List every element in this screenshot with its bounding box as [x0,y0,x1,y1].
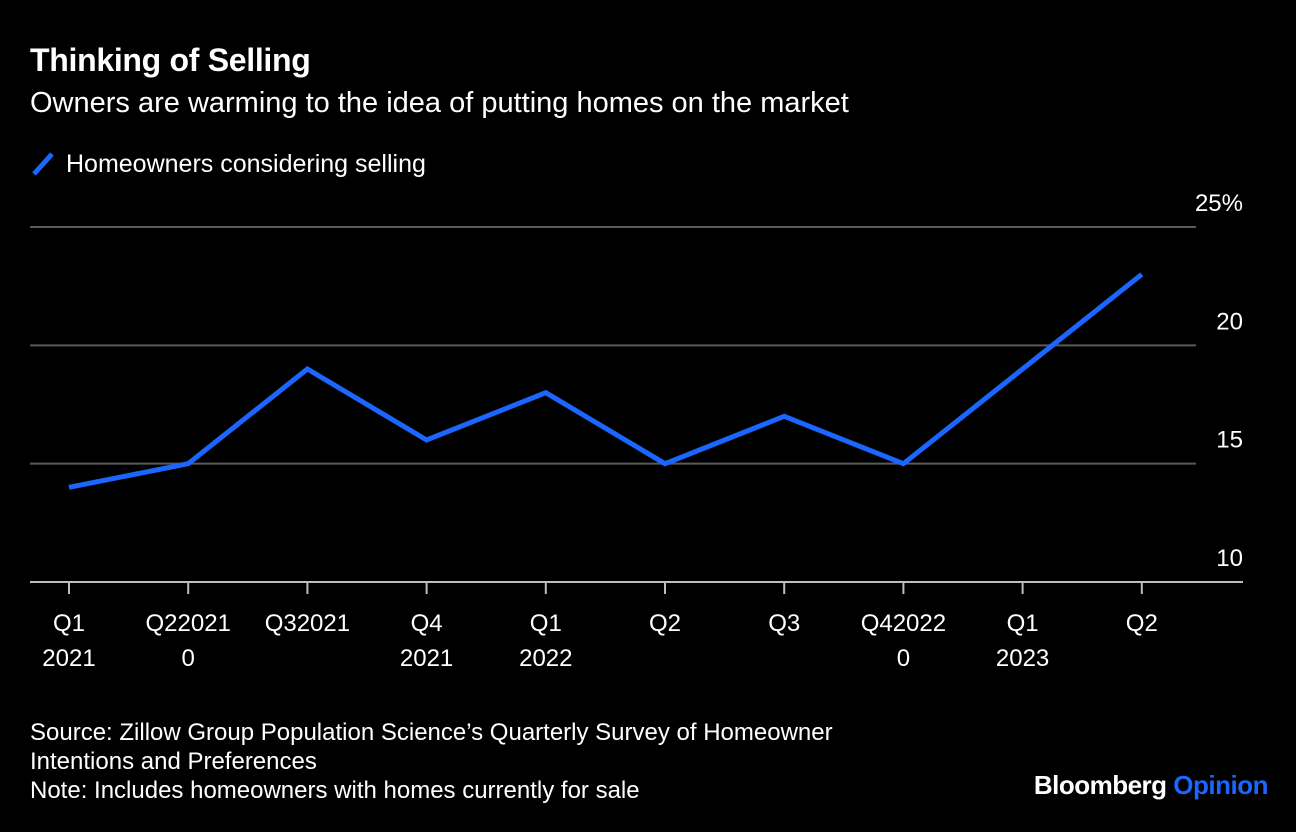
x-tick-label-9-line-0: Q2 [1126,610,1158,637]
x-tick-label-5-line-0: Q2 [649,610,681,637]
x-tick-label-2-line-0: Q32021 [265,610,350,637]
y-tick-label-20: 20 [1216,308,1243,335]
brand-bloomberg: Bloomberg [1033,770,1167,800]
y-tick-label-15: 15 [1216,427,1243,454]
x-tick-label-4-line-0: Q1 [530,610,562,637]
line-chart: 10 15 20 25% Q1 2021 Q22021 0 Q32021 Q4 2021 Q1 202… [30,190,1243,672]
legend-swatch [32,152,54,176]
brand-logo: Bloomberg Opinion [1033,770,1269,801]
legend: Homeowners considering selling [30,148,426,180]
y-tick-label-10: 10 [1216,545,1243,572]
x-tick-label-3-line-1: 2021 [400,645,453,672]
legend-swatch-line [32,152,54,176]
series-layer [68,272,1144,490]
x-tick-label-8-line-0: Q1 [1007,610,1039,637]
x-tick-label-1-line-1: 0 [182,645,195,672]
brand-opinion: Opinion [1173,770,1268,800]
x-axis: Q1 2021 Q22021 0 Q32021 Q4 2021 Q1 2022 Q2 Q3 Q4202… [30,581,1243,672]
legend-label: Homeowners considering selling [66,149,426,178]
x-tick-label-6-line-0: Q3 [768,610,800,637]
x-tick-label-7-line-0: Q42022 [861,610,946,637]
x-tick-label-7-line-1: 0 [897,645,910,672]
series-line-0 [68,272,1144,490]
x-tick-label-8-line-1: 2023 [996,645,1049,672]
x-tick-label-1-line-0: Q22021 [145,610,230,637]
chart-title: Thinking of Selling [30,42,311,78]
x-tick-label-0-line-1: 2021 [42,645,95,672]
source-line-1: Source: Zillow Group Population Science’… [30,719,833,746]
x-tick-label-3-line-0: Q4 [411,610,443,637]
x-tick-label-4-line-1: 2022 [519,645,572,672]
chart-subtitle: Owners are warming to the idea of puttin… [30,87,849,119]
grid-lines [30,226,1196,465]
footer-notes: Source: Zillow Group Population Science’… [30,718,970,805]
note-line: Note: Includes homeowners with homes cur… [30,777,640,804]
y-axis-labels: 10 15 20 25% [1195,190,1243,572]
x-tick-label-0-line-0: Q1 [53,610,85,637]
source-line-2: Intentions and Preferences [30,748,317,775]
y-tick-label-25: 25% [1195,190,1243,217]
